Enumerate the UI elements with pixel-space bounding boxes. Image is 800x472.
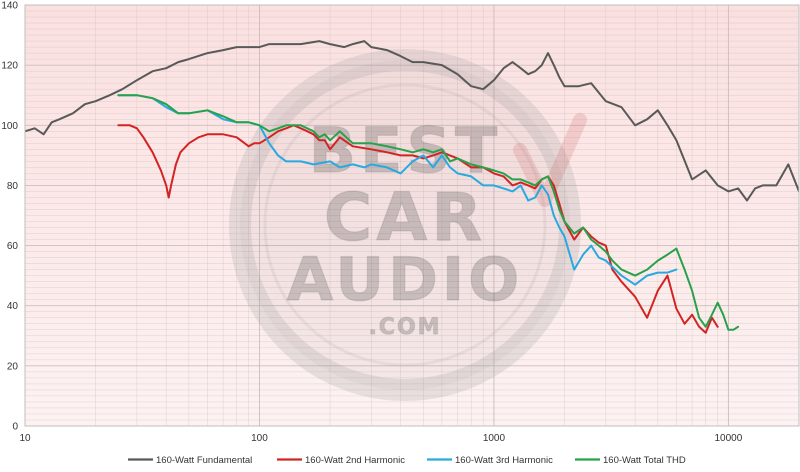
y-tick-label: 0 (12, 422, 18, 433)
watermark-word: AUDIO (287, 245, 523, 315)
legend-label: 160-Watt 2nd Harmonic (305, 455, 405, 466)
watermark-ring (229, 49, 581, 401)
y-tick-label: 100 (1, 121, 18, 132)
y-tick-label: 140 (1, 1, 18, 12)
x-tick-label: 100 (251, 433, 268, 444)
legend: 160-Watt Fundamental 160-Watt 2nd Harmoni… (128, 455, 686, 466)
series-line-4 (117, 94, 740, 331)
legend-label: 160-Watt Total THD (603, 455, 686, 466)
legend-label: 160-Watt Fundamental (156, 455, 252, 466)
x-tick-label: 10 (19, 433, 31, 444)
series-line-1 (25, 40, 799, 202)
x-axis-tick-labels: 10 100 1000 10000 (19, 433, 742, 444)
series-line-2 (117, 124, 719, 334)
y-tick-label: 20 (7, 361, 19, 372)
y-axis-tick-labels: 0 20 40 60 80 100 120 140 (1, 1, 18, 433)
x-tick-label: 10000 (715, 433, 743, 444)
y-tick-label: 40 (7, 301, 19, 312)
watermark-word: CAR (324, 179, 486, 256)
series-lines (25, 40, 799, 334)
watermark-inner-ring (263, 83, 547, 367)
x-tick-label: 1000 (483, 433, 506, 444)
legend-label: 160-Watt 3rd Harmonic (455, 455, 553, 466)
y-tick-label: 60 (7, 241, 19, 252)
plot-area-border (24, 4, 800, 427)
y-tick-label: 120 (1, 61, 18, 72)
watermark-word: .COM (368, 315, 441, 340)
y-tick-label: 80 (7, 181, 19, 192)
watermark-checkmark (513, 113, 587, 207)
